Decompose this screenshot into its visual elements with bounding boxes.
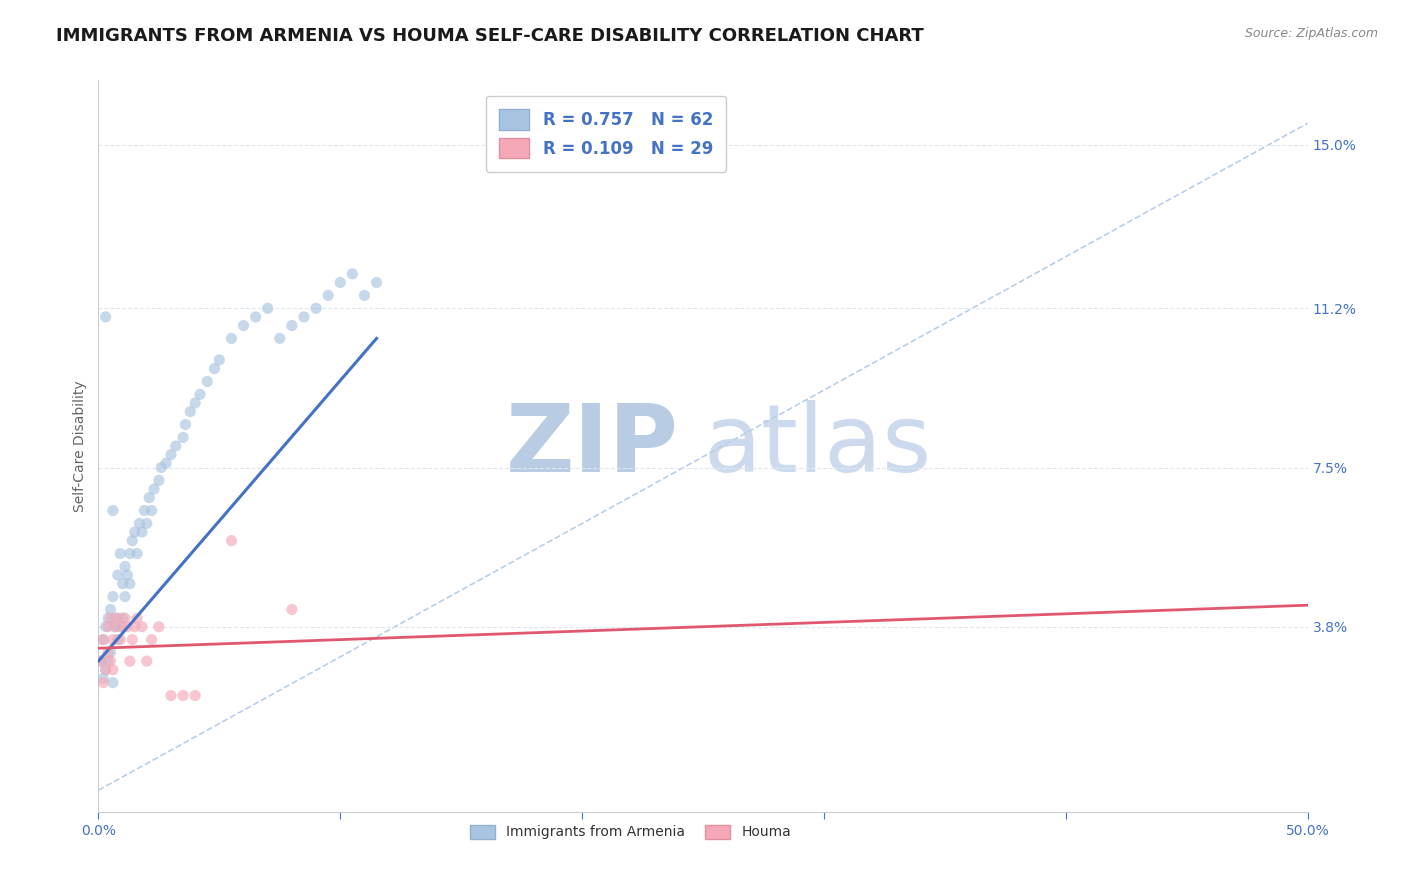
- Point: [104, 611, 127, 625]
- Point: [128, 516, 150, 531]
- Point: [135, 516, 157, 531]
- Point: [143, 482, 166, 496]
- Point: [121, 632, 143, 647]
- Point: [131, 620, 153, 634]
- Point: [256, 301, 278, 316]
- Point: [232, 318, 254, 333]
- Point: [117, 568, 139, 582]
- Point: [121, 533, 143, 548]
- Point: [91, 632, 114, 647]
- Point: [100, 602, 122, 616]
- Point: [281, 318, 304, 333]
- Point: [101, 632, 124, 647]
- Point: [111, 576, 134, 591]
- Point: [100, 654, 122, 668]
- Point: [101, 663, 124, 677]
- Point: [141, 632, 163, 647]
- Point: [94, 663, 117, 677]
- Point: [107, 611, 129, 625]
- Point: [188, 387, 211, 401]
- Point: [179, 404, 201, 418]
- Point: [150, 460, 173, 475]
- Point: [91, 632, 114, 647]
- Point: [124, 620, 146, 634]
- Y-axis label: Self-Care Disability: Self-Care Disability: [73, 380, 87, 512]
- Point: [134, 503, 156, 517]
- Point: [94, 620, 117, 634]
- Point: [155, 456, 177, 470]
- Text: ZIP: ZIP: [506, 400, 679, 492]
- Point: [101, 503, 124, 517]
- Point: [118, 654, 141, 668]
- Point: [127, 611, 149, 625]
- Point: [160, 689, 183, 703]
- Point: [94, 310, 117, 324]
- Point: [90, 654, 112, 668]
- Point: [281, 602, 304, 616]
- Point: [91, 675, 114, 690]
- Point: [101, 590, 124, 604]
- Point: [221, 533, 243, 548]
- Point: [195, 375, 218, 389]
- Point: [148, 620, 170, 634]
- Point: [127, 547, 149, 561]
- Text: Source: ZipAtlas.com: Source: ZipAtlas.com: [1244, 27, 1378, 40]
- Text: atlas: atlas: [703, 400, 931, 492]
- Point: [100, 611, 122, 625]
- Point: [97, 654, 120, 668]
- Point: [97, 620, 120, 634]
- Point: [366, 276, 388, 290]
- Point: [118, 547, 141, 561]
- Point: [305, 301, 328, 316]
- Point: [117, 620, 139, 634]
- Point: [90, 654, 112, 668]
- Point: [160, 448, 183, 462]
- Point: [221, 331, 243, 345]
- Point: [114, 590, 136, 604]
- Point: [108, 620, 131, 634]
- Point: [124, 524, 146, 539]
- Point: [97, 611, 120, 625]
- Point: [91, 671, 114, 685]
- Point: [174, 417, 197, 432]
- Point: [107, 632, 129, 647]
- Point: [104, 620, 127, 634]
- Point: [316, 288, 339, 302]
- Point: [104, 620, 127, 634]
- Point: [184, 396, 207, 410]
- Point: [108, 632, 131, 647]
- Point: [329, 276, 352, 290]
- Point: [107, 568, 129, 582]
- Legend: Immigrants from Armenia, Houma: Immigrants from Armenia, Houma: [464, 819, 797, 845]
- Point: [101, 675, 124, 690]
- Point: [100, 646, 122, 660]
- Point: [108, 547, 131, 561]
- Point: [97, 646, 120, 660]
- Point: [131, 524, 153, 539]
- Point: [148, 474, 170, 488]
- Point: [114, 559, 136, 574]
- Text: IMMIGRANTS FROM ARMENIA VS HOUMA SELF-CARE DISABILITY CORRELATION CHART: IMMIGRANTS FROM ARMENIA VS HOUMA SELF-CA…: [56, 27, 924, 45]
- Point: [204, 361, 226, 376]
- Point: [342, 267, 364, 281]
- Point: [138, 491, 160, 505]
- Point: [269, 331, 291, 345]
- Point: [184, 689, 207, 703]
- Point: [353, 288, 375, 302]
- Point: [292, 310, 315, 324]
- Point: [114, 611, 136, 625]
- Point: [245, 310, 267, 324]
- Point: [94, 663, 117, 677]
- Point: [172, 430, 194, 444]
- Point: [111, 611, 134, 625]
- Point: [165, 439, 187, 453]
- Point: [208, 353, 231, 368]
- Point: [172, 689, 194, 703]
- Point: [111, 620, 134, 634]
- Point: [141, 503, 163, 517]
- Point: [135, 654, 157, 668]
- Point: [118, 576, 141, 591]
